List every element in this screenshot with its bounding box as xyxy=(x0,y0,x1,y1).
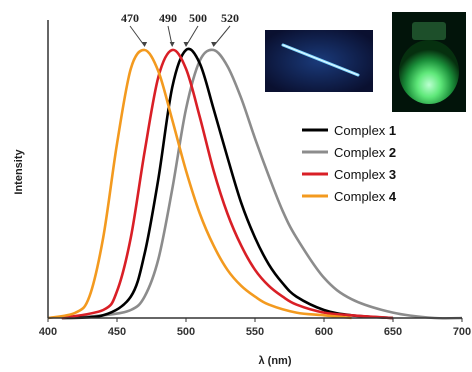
legend-label-prefix: Complex xyxy=(334,123,389,138)
legend-item-complex-2: Complex 2 xyxy=(302,145,396,160)
legend-item-complex-3: Complex 3 xyxy=(302,167,396,182)
x-tick-label: 550 xyxy=(246,326,264,338)
series-line-complex-2 xyxy=(61,48,463,320)
peak-arrow-470 xyxy=(129,25,146,47)
peak-label-520: 520 xyxy=(221,11,239,25)
legend-label: Complex 3 xyxy=(334,167,396,182)
x-axis-title: λ (nm) xyxy=(259,355,292,367)
peak-arrow-520 xyxy=(213,25,231,47)
peak-label-470: 470 xyxy=(121,11,139,25)
legend-label-prefix: Complex xyxy=(334,145,389,160)
legend-label-number: 1 xyxy=(389,123,396,138)
legend-label-prefix: Complex xyxy=(334,189,389,204)
peak-label-500: 500 xyxy=(189,11,207,25)
legend-label: Complex 4 xyxy=(334,189,397,204)
peak-label-490: 490 xyxy=(159,11,177,25)
peak-arrowhead-470 xyxy=(142,42,148,47)
x-tick-label: 650 xyxy=(384,326,402,338)
series-line-complex-1 xyxy=(61,47,394,320)
x-tick-label: 500 xyxy=(177,326,195,338)
x-tick-label: 450 xyxy=(108,326,126,338)
series-line-complex-3 xyxy=(61,48,394,320)
peak-arrowhead-500 xyxy=(183,42,189,47)
legend-label-prefix: Complex xyxy=(334,167,389,182)
x-tick-label: 700 xyxy=(453,326,471,338)
legend-label: Complex 2 xyxy=(334,145,396,160)
legend-label: Complex 1 xyxy=(334,123,396,138)
y-axis-title: Intensity xyxy=(13,149,25,195)
blue-fiber-photo xyxy=(265,30,373,92)
legend-label-number: 4 xyxy=(389,189,397,204)
legend-item-complex-1: Complex 1 xyxy=(302,123,396,138)
series-line-complex-4 xyxy=(47,48,352,320)
green-vial-photo xyxy=(392,12,466,112)
legend-item-complex-4: Complex 4 xyxy=(302,189,397,204)
x-tick-label: 400 xyxy=(39,326,57,338)
peak-arrowhead-520 xyxy=(211,42,217,47)
legend-label-number: 3 xyxy=(389,167,396,182)
legend-label-number: 2 xyxy=(389,145,396,160)
peak-arrowhead-490 xyxy=(169,42,175,47)
x-tick-label: 600 xyxy=(315,326,333,338)
